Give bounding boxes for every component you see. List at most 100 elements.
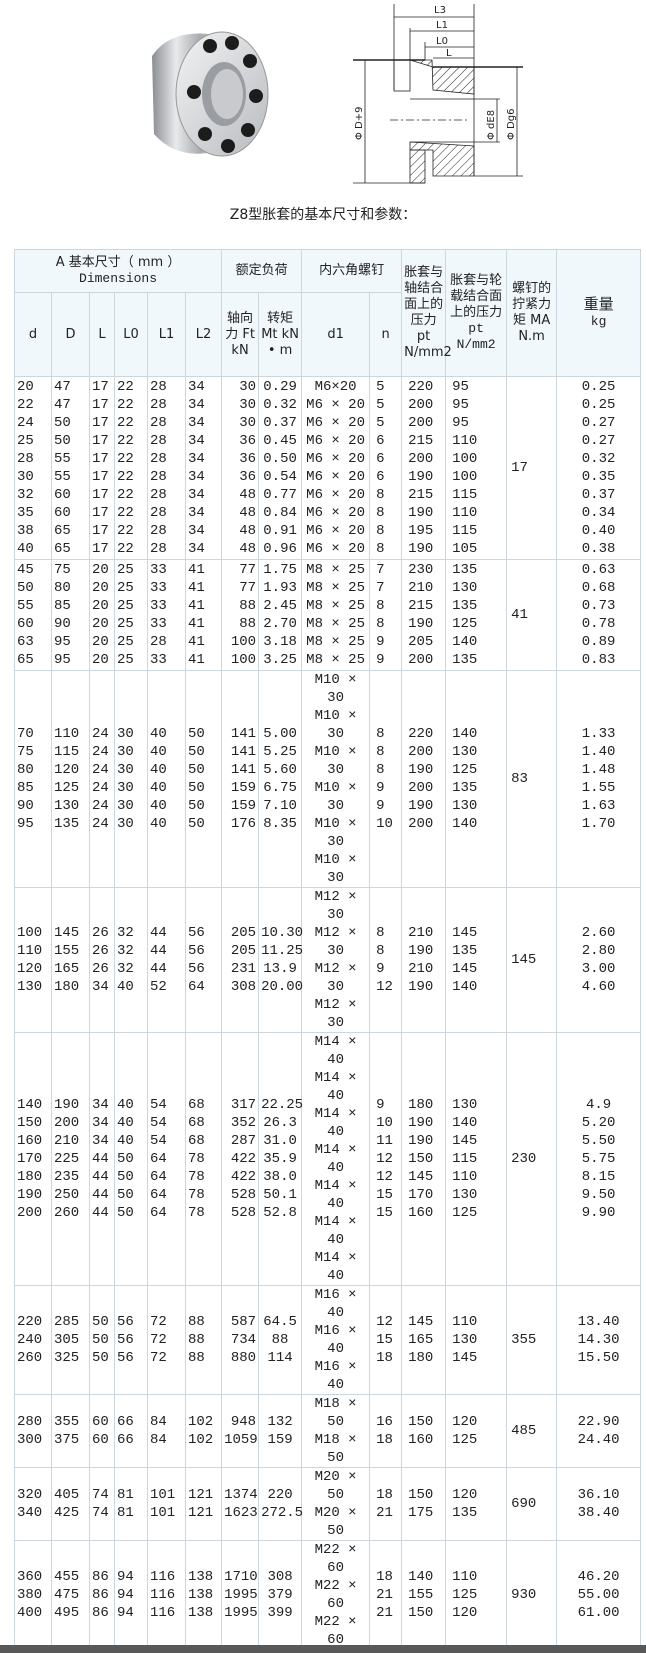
bolt-spec: M10 × 30 <box>314 852 357 886</box>
cell-value: 110 <box>452 505 478 521</box>
cell-value: 190 <box>408 469 434 485</box>
cell-L0: 40 40 40 50 50 50 50 <box>114 1032 148 1286</box>
cell-value: 100 <box>230 652 257 668</box>
cell-n: 5 5 5 6 6 6 8 8 8 8 <box>369 376 403 560</box>
cell-value: 68 <box>188 1133 205 1149</box>
bolt-spec: M6 × 20 <box>306 505 365 521</box>
header-weight-label: 重量 <box>583 295 614 313</box>
cell-L0: 81 81 <box>114 1467 148 1541</box>
cell-value: 8 <box>376 523 385 539</box>
cell-value: 24 <box>92 726 109 742</box>
header-axial-force: 轴向力 Ft kN <box>221 292 260 377</box>
cell-value: 215 <box>408 487 434 503</box>
cell-value: 88 <box>239 598 257 614</box>
header-pt-shaft: 胀套与轴结合面上的压力 pt N/mm2 <box>401 249 452 377</box>
bolt-spec: M6 × 20 <box>306 541 365 557</box>
cell-value: 41 <box>188 580 205 596</box>
cell-value: 95 <box>17 816 34 832</box>
cell-value: 190 <box>408 762 434 778</box>
bolt-spec: M16 × 40 <box>314 1287 357 1321</box>
cell-value: 26 <box>92 943 109 959</box>
cell-value: 48 <box>239 487 257 503</box>
bolt-spec: M22 × 60 <box>314 1578 357 1612</box>
cell-value: 105 <box>452 541 478 557</box>
cell-value: 18 <box>376 1350 393 1366</box>
cell-value: 6 <box>376 451 385 467</box>
cell-tightening-torque: 145 <box>506 887 558 1033</box>
bolt-spec: M18 × 50 <box>314 1432 357 1466</box>
cell-Mt: 10.30 11.25 13.9 20.00 <box>258 887 303 1033</box>
cell-value: 47 <box>54 379 71 395</box>
cell-value: 220 <box>408 726 434 742</box>
cell-value: 17 <box>92 469 109 485</box>
cell-value: 77 <box>239 580 257 596</box>
cell-value: 120 <box>17 961 43 977</box>
cell-value: 24 <box>92 762 109 778</box>
cell-value: 5 <box>376 397 385 413</box>
cell-value: 60 <box>92 1432 109 1448</box>
cell-value: 8.35 <box>263 816 297 832</box>
label-L0: L0 <box>436 36 448 47</box>
cell-value: 100 <box>230 634 257 650</box>
cell-d1: M12 × 30 M12 × 30 M12 × 30 M12 × 30 <box>301 887 371 1033</box>
cell-value: 115 <box>452 487 478 503</box>
header-dimensions: A 基本尺寸（ mm ） Dimensions <box>13 249 223 293</box>
cell-value: 56 <box>188 925 205 941</box>
cell-value: 120 <box>452 1414 478 1430</box>
header-tightening-torque: 螺钉的拧紧力矩 MA N.m <box>506 249 558 377</box>
cell-value: 200 <box>408 415 434 431</box>
cell-value: 56 <box>188 943 205 959</box>
bolt-spec: M6 × 20 <box>306 487 365 503</box>
cell-value: 250 <box>54 1187 80 1203</box>
cell-L0: 30 30 30 30 30 30 <box>114 670 148 888</box>
cell-value: 0.25 <box>581 397 616 413</box>
cell-value: 1.33 <box>581 726 616 742</box>
cell-value: 18 <box>376 1432 393 1448</box>
cell-value: 116 <box>150 1569 176 1585</box>
cell-L2: 102 102 <box>184 1394 223 1468</box>
cell-value: 110 <box>54 726 80 742</box>
cell-value: 1.75 <box>263 562 297 578</box>
cell-d1: M10 × 30 M10 × 30 M10 × 30 M10 × 30 M10 × 30… <box>301 670 371 888</box>
bolt-spec: M22 × 60 <box>314 1614 357 1648</box>
bolt-spec: M6 × 20 <box>306 451 365 467</box>
cell-value: 20 <box>92 598 109 614</box>
bolt-spec: M22 × 60 <box>314 1542 357 1576</box>
cell-value: 200 <box>408 397 434 413</box>
cell-value: 48 <box>239 541 257 557</box>
cell-Ft: 205 205 231 308 <box>221 887 260 1033</box>
cell-value: 10 <box>376 1115 393 1131</box>
cell-value: 32 <box>117 925 134 941</box>
cell-tightening-torque: 930 <box>506 1540 558 1650</box>
cell-value: 31.0 <box>263 1133 297 1149</box>
cell-L1: 116 116 116 <box>147 1540 186 1650</box>
bolt-spec: M8 × 25 <box>306 580 365 596</box>
cell-value: 159 <box>230 780 257 796</box>
cell-value: 88 <box>188 1314 205 1330</box>
cell-D: 355 375 <box>51 1394 90 1468</box>
cell-value: 475 <box>54 1587 80 1603</box>
cell-value: 38 <box>17 523 34 539</box>
cell-kg: 2.60 2.80 3.00 4.60 <box>556 887 642 1033</box>
cell-value: 40 <box>117 1115 134 1131</box>
cell-value: 36 <box>239 433 257 449</box>
header-D: D <box>51 292 90 377</box>
cell-value: 28 <box>150 451 167 467</box>
cell-value: 45 <box>17 562 34 578</box>
cell-value: 145 <box>452 1133 478 1149</box>
cell-value: 55 <box>54 469 71 485</box>
cell-value: 15 <box>376 1205 393 1221</box>
cell-value: 34 <box>188 541 205 557</box>
cell-value: 50 <box>188 726 205 742</box>
cell-d: 220 240 260 <box>14 1285 52 1395</box>
cell-pt-shaft: 220 200 200 215 200 190 215 190 195 190 <box>401 376 447 560</box>
cell-value: 235 <box>54 1169 80 1185</box>
cell-value: 17 <box>92 433 109 449</box>
cell-value: 422 <box>230 1169 257 1185</box>
cell-value: 240 <box>17 1332 43 1348</box>
cell-value: 24 <box>92 798 109 814</box>
cell-value: 66 <box>117 1414 134 1430</box>
cell-value: 17 <box>92 397 109 413</box>
cell-value: 60 <box>17 616 34 632</box>
cell-value: 205 <box>230 943 257 959</box>
